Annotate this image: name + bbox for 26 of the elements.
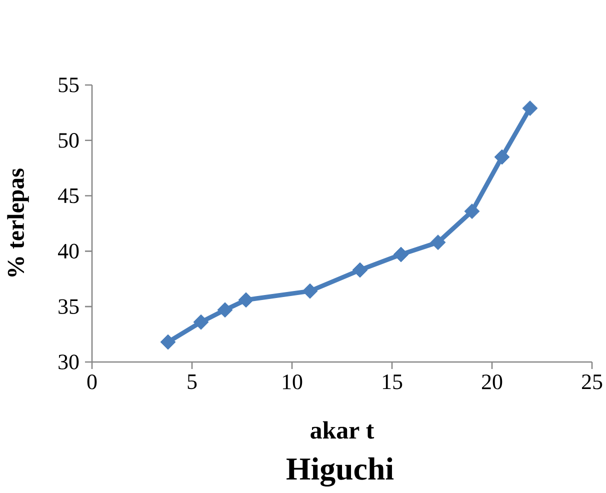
y-tick-label: 45: [58, 188, 79, 204]
point: [430, 234, 446, 250]
y-tick-label: 30: [58, 354, 79, 370]
point: [393, 246, 409, 262]
y-tick-label: 40: [58, 244, 79, 259]
x-tick-label: 5: [188, 374, 197, 390]
point: [494, 149, 510, 165]
y-tick-label: 35: [58, 299, 79, 314]
point: [193, 314, 209, 330]
x-tick-label: 10: [282, 374, 302, 390]
point: [522, 100, 538, 116]
x-tick-label: 20: [482, 374, 502, 390]
point: [238, 292, 254, 308]
y-axis-title: % terlepas: [7, 168, 29, 276]
x-tick-label: 0: [87, 374, 97, 390]
x-axis-title: akar t: [310, 421, 374, 439]
point: [302, 283, 318, 299]
point: [217, 302, 233, 318]
text: Higuchi: [286, 457, 394, 487]
x-tick-label: 15: [382, 374, 402, 390]
point: [160, 334, 176, 350]
point: [464, 204, 480, 220]
x-tick-label: 25: [582, 374, 602, 390]
point: [352, 262, 368, 278]
y-tick-label: 50: [58, 132, 79, 148]
y-tick-label: 55: [58, 78, 79, 92]
